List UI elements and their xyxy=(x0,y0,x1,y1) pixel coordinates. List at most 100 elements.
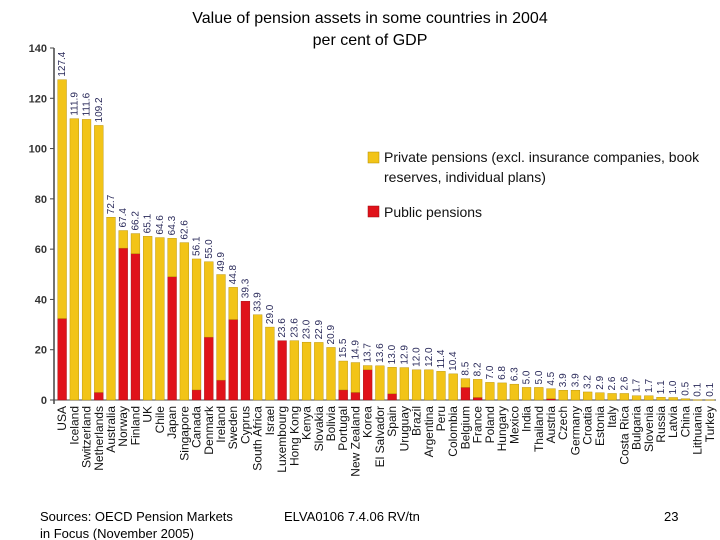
value-label: 33.9 xyxy=(253,292,264,312)
value-label: 1.7 xyxy=(644,378,655,392)
bar-private xyxy=(668,397,678,401)
bar-private xyxy=(228,287,238,320)
category-label: Belgium xyxy=(458,406,472,449)
bar-public xyxy=(130,253,141,401)
bar-private xyxy=(179,242,189,401)
category-label: New Zealand xyxy=(348,406,362,477)
category-label: Japan xyxy=(165,406,179,439)
bar-private xyxy=(644,395,654,401)
category-label: Iceland xyxy=(67,406,81,445)
value-label: 67.4 xyxy=(118,208,129,228)
category-label: Bulgaria xyxy=(630,406,644,450)
value-label: 65.1 xyxy=(143,213,154,233)
bar-private xyxy=(338,360,348,391)
category-label: UK xyxy=(141,406,155,423)
category-label: Germany xyxy=(568,406,582,455)
category-label: Switzerland xyxy=(80,406,94,468)
y-tick-label: 40 xyxy=(35,294,47,306)
value-label: 64.3 xyxy=(167,215,178,235)
bar-private xyxy=(375,365,385,401)
bar-private xyxy=(167,238,177,277)
bar-private xyxy=(424,369,434,401)
bar-private xyxy=(191,258,202,391)
category-label: Netherlands xyxy=(92,406,106,471)
category-label: South Africa xyxy=(251,406,265,471)
category-label: Israel xyxy=(263,406,277,435)
value-label: 72.7 xyxy=(106,194,117,214)
bar-private xyxy=(118,230,128,249)
bar-private xyxy=(350,362,361,393)
category-label: India xyxy=(520,406,534,432)
category-label: Italy xyxy=(605,406,619,428)
bar-private xyxy=(143,236,153,401)
bar-private xyxy=(204,261,214,338)
category-label: Korea xyxy=(361,406,375,438)
category-label: Slovenia xyxy=(642,406,656,452)
value-label: 6.3 xyxy=(509,367,520,381)
source-note: Sources: OECD Pension Markets in Focus (… xyxy=(40,509,233,540)
bar-private xyxy=(289,340,299,401)
category-label: Austria xyxy=(544,406,558,444)
bar-private xyxy=(411,369,422,401)
bar-public xyxy=(167,276,177,401)
category-label: USA xyxy=(55,406,69,431)
category-label: Croatia xyxy=(581,406,595,445)
y-tick-label: 0 xyxy=(41,395,47,407)
value-label: 6.8 xyxy=(497,366,508,380)
y-tick-label: 120 xyxy=(29,93,47,105)
category-label: Finland xyxy=(128,406,142,445)
bar-private xyxy=(448,373,458,401)
bar-public xyxy=(387,393,397,401)
legend-box xyxy=(360,140,714,236)
category-label: Lithuania xyxy=(691,406,705,455)
category-label: Thailand xyxy=(532,406,546,452)
value-label: 3.2 xyxy=(583,375,594,389)
value-label: 39.3 xyxy=(240,278,251,298)
bar-private xyxy=(631,395,642,401)
bar-private xyxy=(705,399,715,401)
bar-private xyxy=(460,378,471,388)
value-label: 109.2 xyxy=(94,97,105,122)
bar-private xyxy=(81,119,92,401)
category-label: Portugal xyxy=(336,406,350,451)
bar-private xyxy=(387,367,397,394)
value-label: 127.4 xyxy=(57,51,68,76)
value-label: 62.6 xyxy=(179,220,190,240)
bar-private xyxy=(534,387,544,401)
bar-private xyxy=(570,389,581,401)
value-label: 3.9 xyxy=(570,373,581,387)
value-label: 2.6 xyxy=(619,376,630,390)
category-label: Latvia xyxy=(666,406,680,438)
bar-public xyxy=(216,379,226,401)
category-label: Kenya xyxy=(300,406,314,440)
bar-public xyxy=(191,389,202,401)
bar-private xyxy=(680,398,691,401)
bar-private xyxy=(94,125,104,393)
value-label: 5.0 xyxy=(534,370,545,384)
value-label: 22.9 xyxy=(314,320,325,340)
category-label: El Salvador xyxy=(373,406,387,467)
bar-public xyxy=(363,369,373,401)
bar-private xyxy=(693,399,703,401)
bar-private xyxy=(656,397,666,401)
category-label: Peru xyxy=(434,406,448,431)
category-label: China xyxy=(678,406,692,438)
chart-title: Value of pension assets in some countrie… xyxy=(100,8,640,52)
legend-label-private-cont: reserves, individual plans) xyxy=(384,169,546,185)
bar-private xyxy=(253,314,263,401)
bar-private xyxy=(509,383,519,401)
value-label: 29.0 xyxy=(265,304,276,324)
bar-private xyxy=(521,387,532,401)
bar-private xyxy=(583,391,593,401)
value-label: 111.9 xyxy=(69,92,80,116)
value-label: 56.1 xyxy=(192,236,203,256)
pension-assets-chart: 0 20 40 60 80 100 120 140 127.4 USA 111.9 Iceland 11… xyxy=(29,43,717,477)
value-label: 23.0 xyxy=(302,319,313,339)
category-label: Australia xyxy=(104,406,118,453)
value-label: 13.7 xyxy=(363,343,374,363)
value-label: 3.9 xyxy=(558,373,569,387)
chart-title-line-2: per cent of GDP xyxy=(312,32,428,49)
bar-public xyxy=(338,389,348,401)
category-label: Sweden xyxy=(226,406,240,449)
category-label: Cyprus xyxy=(238,406,252,444)
